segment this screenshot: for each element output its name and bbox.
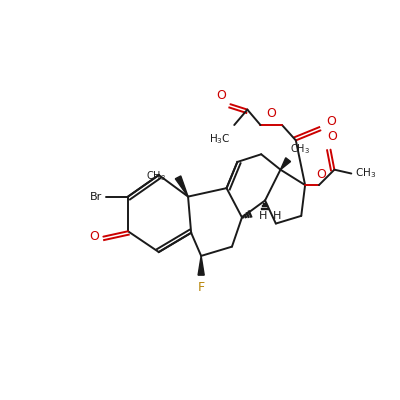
Text: O: O [266, 107, 276, 120]
Text: O: O [90, 230, 100, 243]
Text: O: O [327, 130, 337, 144]
Text: O: O [216, 89, 226, 102]
Text: CH$_3$: CH$_3$ [355, 167, 376, 180]
Text: H: H [273, 211, 281, 221]
Text: O: O [327, 115, 336, 128]
Text: Br: Br [90, 192, 102, 202]
Polygon shape [175, 176, 188, 197]
Text: H: H [259, 211, 267, 221]
Polygon shape [198, 256, 204, 275]
Text: H$_3$C: H$_3$C [209, 133, 230, 146]
Text: CH$_3$: CH$_3$ [290, 142, 310, 156]
Text: CH$_3$: CH$_3$ [146, 169, 166, 183]
Text: F: F [198, 281, 205, 294]
Text: O: O [316, 168, 326, 181]
Polygon shape [280, 158, 291, 170]
